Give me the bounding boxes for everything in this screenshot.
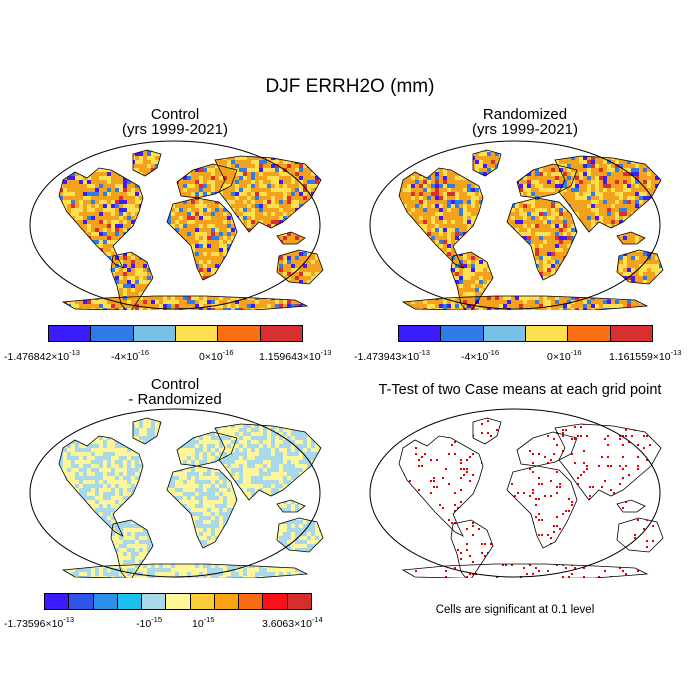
coastline (276, 231, 306, 245)
colorbar-swatch (45, 594, 69, 609)
coastline (61, 295, 309, 310)
coastline (554, 155, 662, 233)
coastline (616, 231, 646, 245)
coastline (472, 149, 502, 177)
ttest-panel-title: T-Test of two Case means at each grid po… (355, 383, 685, 398)
coastline (616, 499, 646, 513)
colorbar-swatch (567, 326, 610, 341)
colorbar-swatch (174, 326, 218, 341)
colorbar-swatch (238, 594, 263, 609)
difference-colorbar (44, 593, 312, 610)
colorbar-swatch (116, 594, 142, 609)
coastline (506, 465, 578, 549)
coastline (398, 167, 484, 269)
difference-colorbar-label-2: -10-15 (136, 615, 163, 630)
coastline (214, 155, 322, 233)
colorbar-swatch (90, 326, 133, 341)
coastline (450, 251, 494, 310)
difference-title-line2: - Randomized (128, 391, 222, 408)
randomized-colorbar-label-2: -4×10-16 (461, 348, 499, 363)
ttest-map (369, 408, 664, 578)
coastline (276, 499, 306, 513)
colorbar-swatch (68, 594, 93, 609)
randomized-colorbar-min-label: -1.473943×10-13 (354, 348, 430, 363)
difference-colorbar-label-3: 10-15 (192, 615, 215, 630)
coastline (616, 517, 664, 553)
control-colorbar-label-2: -4×10-16 (111, 348, 149, 363)
randomized-map (369, 140, 664, 310)
coastline (132, 417, 162, 445)
coastline (506, 197, 578, 281)
coastline (214, 423, 322, 501)
colorbar-swatch (524, 326, 568, 341)
significance-note: Cells are significant at 0.1 level (435, 604, 595, 616)
map-boundary (29, 408, 321, 578)
coastline (58, 435, 144, 537)
coastline (61, 563, 309, 578)
coastline (276, 249, 324, 285)
colorbar-swatch (141, 594, 166, 609)
control-colorbar (48, 325, 303, 342)
map-boundary (369, 140, 661, 310)
control-colorbar-max-label: 1.159643×10-13 (259, 348, 332, 363)
colorbar-swatch (189, 594, 214, 609)
coastline (472, 417, 502, 445)
coastline (554, 423, 662, 501)
control-colorbar-min-label: -1.476842×10-13 (4, 348, 80, 363)
colorbar-swatch (165, 594, 190, 609)
coastline (176, 163, 238, 199)
randomized-colorbar-max-label: 1.161559×10-13 (609, 348, 682, 363)
ttest-title-line1: T-Test of two Case means at each grid po… (378, 382, 662, 398)
control-colorbar-label-3: 0×10-16 (199, 348, 234, 363)
control-panel-title: Control (yrs 1999-2021) (45, 107, 305, 137)
colorbar-swatch (259, 326, 302, 341)
difference-colorbar-max-label: 3.6063×10-14 (262, 615, 323, 630)
coastline (110, 519, 154, 578)
coastline (166, 197, 238, 281)
coastline (516, 163, 578, 199)
difference-colorbar-min-label: -1.73596×10-13 (4, 615, 75, 630)
control-map (29, 140, 324, 310)
control-title-line1: Control (150, 106, 200, 123)
coastline (616, 249, 664, 285)
coastline (166, 465, 238, 549)
coastline (132, 149, 162, 177)
coastline (110, 251, 154, 310)
coastline (176, 431, 238, 467)
coastline (401, 563, 649, 578)
colorbar-swatch (132, 326, 175, 341)
coastline (276, 517, 324, 553)
colorbar-swatch (399, 326, 441, 341)
randomized-colorbar (398, 325, 653, 342)
randomized-title-line1: Randomized (482, 106, 568, 123)
colorbar-swatch (217, 326, 260, 341)
colorbar-swatch (482, 326, 525, 341)
coastline (516, 431, 578, 467)
map-boundary (369, 408, 661, 578)
randomized-colorbar-label-3: 0×10-16 (547, 348, 582, 363)
randomized-title-line2: (yrs 1999-2021) (472, 121, 578, 138)
colorbar-swatch (213, 594, 239, 609)
control-title-line2: (yrs 1999-2021) (122, 121, 228, 138)
colorbar-swatch (286, 594, 311, 609)
difference-panel-title: Control - Randomized (45, 377, 305, 407)
map-boundary (29, 140, 321, 310)
colorbar-swatch (262, 594, 287, 609)
colorbar-swatch (440, 326, 483, 341)
colorbar-swatch (49, 326, 91, 341)
colorbar-swatch (92, 594, 117, 609)
difference-map (29, 408, 324, 578)
coastline (398, 435, 484, 537)
coastline (401, 295, 649, 310)
randomized-panel-title: Randomized (yrs 1999-2021) (395, 107, 655, 137)
colorbar-swatch (609, 326, 652, 341)
difference-title-line1: Control (150, 376, 200, 393)
coastline (58, 167, 144, 269)
coastline (450, 519, 494, 578)
main-title: DJF ERRH2O (mm) (265, 76, 435, 97)
